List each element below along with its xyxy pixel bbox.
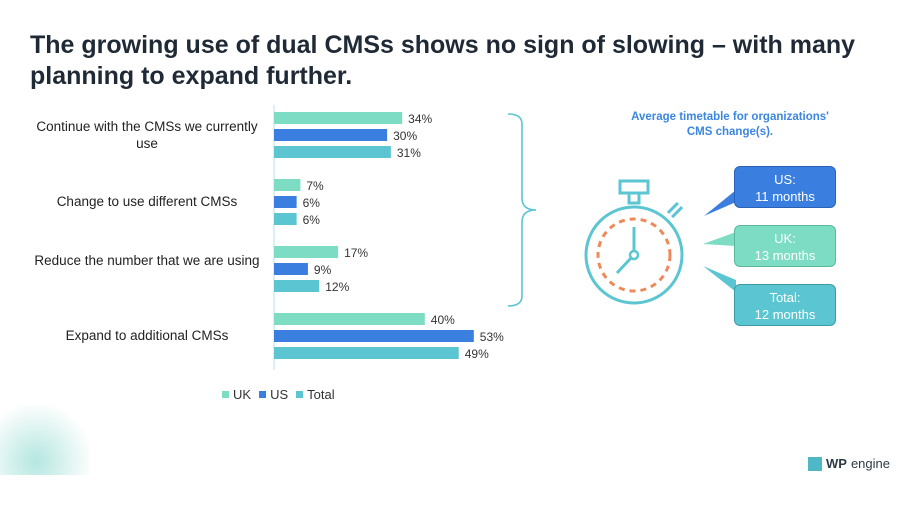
legend-swatch bbox=[222, 391, 229, 398]
data-label: 31% bbox=[397, 146, 421, 160]
data-label: 6% bbox=[303, 213, 321, 227]
bar-us bbox=[274, 330, 474, 342]
logo-mark-icon bbox=[808, 456, 822, 471]
bar-us bbox=[274, 129, 388, 141]
legend-item-us: US bbox=[259, 387, 288, 402]
logo-text: WP bbox=[826, 456, 847, 471]
bar-total bbox=[274, 280, 320, 292]
bubble-value: 13 months bbox=[754, 248, 816, 263]
bubble-label: UK: bbox=[774, 231, 796, 246]
data-label: 9% bbox=[314, 263, 332, 277]
category-label: Change to use different CMSs bbox=[56, 194, 238, 209]
slide-title: The growing use of dual CMSs shows no si… bbox=[30, 31, 856, 90]
bar-uk bbox=[274, 246, 339, 258]
total-timetable-bubble: Total: 12 months bbox=[734, 284, 836, 326]
category-label: Continue with the CMSs we currently use bbox=[36, 119, 258, 151]
legend-item-uk: UK bbox=[222, 387, 251, 402]
data-label: 53% bbox=[480, 330, 504, 344]
bar-total bbox=[274, 213, 297, 225]
data-label: 12% bbox=[325, 280, 349, 294]
data-label: 17% bbox=[344, 246, 368, 260]
brace-icon bbox=[507, 113, 537, 307]
data-label: 7% bbox=[306, 179, 324, 193]
bar-us bbox=[274, 263, 308, 275]
data-label: 40% bbox=[431, 313, 455, 327]
bar-total bbox=[274, 347, 459, 359]
logo-text-2: engine bbox=[850, 456, 890, 471]
legend: UK US Total bbox=[222, 387, 335, 402]
wp-engine-logo: WP engine bbox=[808, 456, 890, 471]
bar-uk bbox=[274, 313, 425, 325]
decorative-splash bbox=[0, 405, 90, 475]
bar-us bbox=[274, 196, 297, 208]
legend-label: Total bbox=[307, 387, 335, 402]
legend-label: US bbox=[270, 387, 289, 402]
side-title: Average timetable for organizations' CMS… bbox=[631, 111, 829, 138]
data-label: 6% bbox=[303, 196, 321, 210]
data-label: 34% bbox=[408, 112, 432, 126]
bubble-label: US: bbox=[774, 172, 796, 187]
bubble-value: 12 months bbox=[754, 307, 816, 322]
category-label: Reduce the number that we are using bbox=[34, 253, 260, 268]
bar-uk bbox=[274, 112, 403, 124]
bar-uk bbox=[274, 179, 301, 191]
bubble-value: 11 months bbox=[755, 189, 815, 204]
legend-label: UK bbox=[233, 387, 252, 402]
us-timetable-bubble: US: 11 months bbox=[734, 166, 836, 208]
data-label: 49% bbox=[465, 347, 489, 361]
category-label: Expand to additional CMSs bbox=[65, 328, 229, 343]
legend-item-total: Total bbox=[296, 387, 335, 402]
bubble-label: Total: bbox=[769, 290, 801, 305]
bubble-pointers bbox=[703, 190, 736, 292]
data-label: 30% bbox=[393, 129, 417, 143]
stopwatch-icon bbox=[584, 179, 684, 305]
legend-swatch bbox=[296, 391, 304, 398]
legend-swatch bbox=[259, 391, 267, 398]
uk-timetable-bubble: UK: 13 months bbox=[734, 225, 836, 267]
bar-total bbox=[274, 146, 391, 158]
